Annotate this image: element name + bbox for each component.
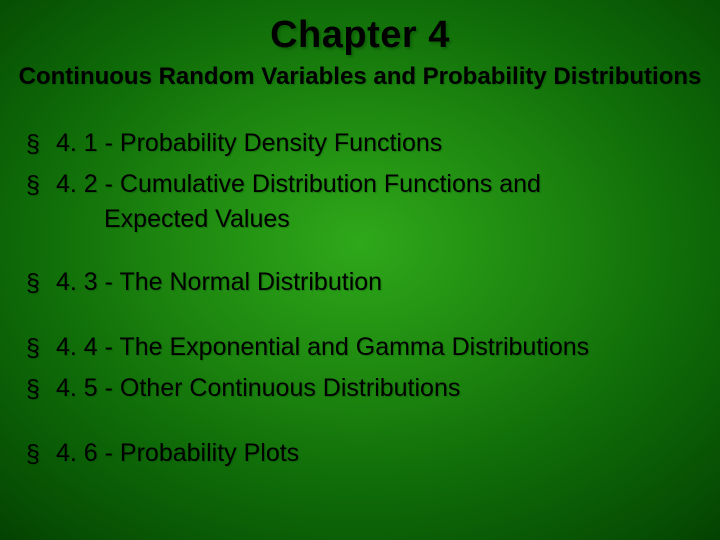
slide-container: Chapter 4 Continuous Random Variables an…	[0, 0, 720, 540]
bullet-icon: §	[26, 437, 56, 472]
section-list: § 4. 1 - Probability Density Functions §…	[18, 127, 702, 471]
list-item: § 4. 6 - Probability Plots	[26, 437, 702, 472]
section-continuation: Expected Values	[26, 203, 702, 237]
chapter-subtitle: Continuous Random Variables and Probabil…	[18, 63, 702, 91]
section-text: 4. 3 - The Normal Distribution	[56, 266, 702, 300]
section-text: 4. 5 - Other Continuous Distributions	[56, 372, 702, 406]
list-item: § 4. 1 - Probability Density Functions	[26, 127, 702, 162]
section-text: 4. 1 - Probability Density Functions	[56, 127, 702, 161]
bullet-icon: §	[26, 372, 56, 407]
list-item: § 4. 5 - Other Continuous Distributions	[26, 372, 702, 407]
list-item: § 4. 4 - The Exponential and Gamma Distr…	[26, 331, 702, 366]
section-text: 4. 2 - Cumulative Distribution Functions…	[56, 168, 702, 202]
section-text: 4. 6 - Probability Plots	[56, 437, 702, 471]
bullet-icon: §	[26, 168, 56, 203]
bullet-icon: §	[26, 331, 56, 366]
list-item: § 4. 2 - Cumulative Distribution Functio…	[26, 168, 702, 203]
list-item: § 4. 3 - The Normal Distribution	[26, 266, 702, 301]
section-text: 4. 4 - The Exponential and Gamma Distrib…	[56, 331, 702, 365]
bullet-icon: §	[26, 127, 56, 162]
chapter-title: Chapter 4	[18, 14, 702, 57]
bullet-icon: §	[26, 266, 56, 301]
